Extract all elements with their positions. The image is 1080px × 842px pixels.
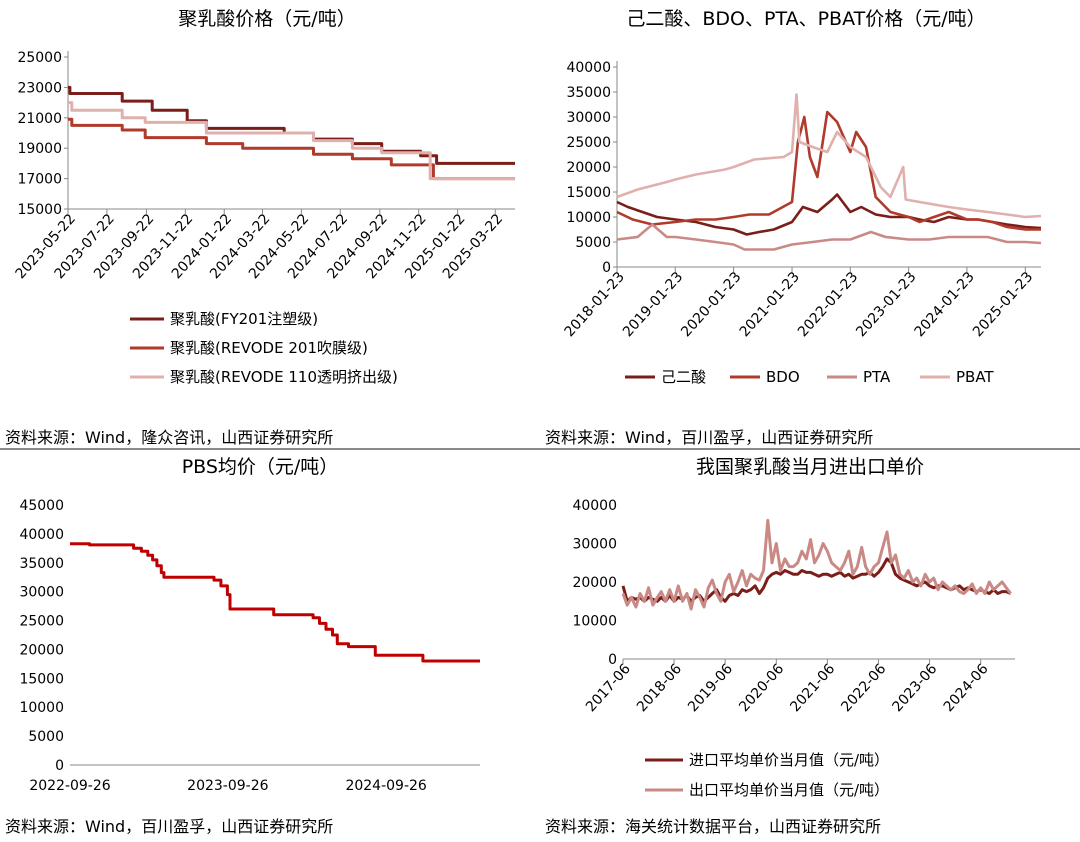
chart-title: 聚乳酸价格（元/吨） xyxy=(178,8,355,30)
y-tick-label: 0 xyxy=(608,652,617,668)
series-line-1 xyxy=(616,193,1042,236)
y-tick-label: 30000 xyxy=(19,585,64,601)
y-tick-label: 25000 xyxy=(19,614,64,630)
y-tick-label: 40000 xyxy=(572,498,617,514)
y-tick-label: 15000 xyxy=(566,185,611,201)
legend: 进口平均单价当月值（元/吨） 出口平均单价当月值（元/吨） xyxy=(645,751,889,799)
legend-label: 进口平均单价当月值（元/吨） xyxy=(689,751,889,769)
legend-label: 聚乳酸(REVODE 201吹膜级) xyxy=(170,339,368,357)
series-line-3 xyxy=(68,101,515,181)
y-tick-label: 5000 xyxy=(575,235,611,251)
series-line-3 xyxy=(616,223,1042,251)
series-line-1 xyxy=(70,542,480,663)
y-tick-label: 17000 xyxy=(17,172,62,188)
y-tick-label: 25000 xyxy=(566,135,611,151)
legend-label: 聚乳酸(REVODE 110透明挤出级) xyxy=(170,368,398,386)
source-note: 资料来源：Wind，隆众咨讯，山西证券研究所 xyxy=(5,428,333,447)
x-tick-label: 2019-01-23 xyxy=(620,269,686,340)
x-tick-label: 2025-01-23 xyxy=(970,269,1036,340)
chart-title: PBS均价（元/吨） xyxy=(182,456,339,478)
legend-label: PBAT xyxy=(956,368,994,386)
chart-title: 我国聚乳酸当月进出口单价 xyxy=(696,456,924,478)
y-tick-label: 30000 xyxy=(566,110,611,126)
chart-1: 聚乳酸价格（元/吨） 15000 17000 19000 21000 23000 25000… xyxy=(5,8,515,447)
series-line-2 xyxy=(621,518,1012,611)
y-tick-label: 5000 xyxy=(28,729,64,745)
x-tick-label: 2020-06 xyxy=(736,661,787,715)
y-tick-label: 35000 xyxy=(566,85,611,101)
series-line-4 xyxy=(616,93,1042,219)
x-tick-label: 2022-06 xyxy=(838,661,889,715)
chart-title: 己二酸、BDO、PTA、PBAT价格（元/吨） xyxy=(626,8,985,30)
y-tick-label: 10000 xyxy=(566,210,611,226)
legend: 聚乳酸(FY201注塑级) 聚乳酸(REVODE 201吹膜级) 聚乳酸(REVOD… xyxy=(130,310,398,386)
y-tick-label: 19000 xyxy=(17,141,62,157)
y-tick-label: 15000 xyxy=(17,202,62,218)
x-tick-label: 2021-01-23 xyxy=(737,269,803,340)
x-tick-label: 2023-06 xyxy=(889,661,940,715)
x-tick-label: 2024-09-26 xyxy=(345,778,426,794)
x-tick-label: 2024-01-23 xyxy=(912,269,978,340)
legend-label: 聚乳酸(FY201注塑级) xyxy=(170,310,318,328)
legend-label: 出口平均单价当月值（元/吨） xyxy=(689,781,889,799)
y-tick-label: 20000 xyxy=(19,642,64,658)
source-note: 资料来源：Wind，百川盈孚，山西证券研究所 xyxy=(545,428,873,447)
y-tick-label: 20000 xyxy=(566,160,611,176)
y-tick-label: 15000 xyxy=(19,671,64,687)
x-tick-label: 2023-09-26 xyxy=(187,778,268,794)
x-tick-label: 2020-01-23 xyxy=(678,269,744,340)
x-tick-label: 2018-06 xyxy=(634,661,685,715)
y-tick-label: 20000 xyxy=(572,575,617,591)
y-tick-label: 21000 xyxy=(17,111,62,127)
y-tick-label: 25000 xyxy=(17,50,62,66)
y-tick-label: 0 xyxy=(602,260,611,276)
legend-label: 己二酸 xyxy=(661,368,706,386)
x-tick-label: 2024-06 xyxy=(941,661,992,715)
source-note: 资料来源：Wind，百川盈孚，山西证券研究所 xyxy=(5,817,333,836)
chart-3: PBS均价（元/吨） 0 5000 10000 15000 20000 25000 30000… xyxy=(5,456,480,836)
series-line-1 xyxy=(68,85,515,165)
y-tick-label: 35000 xyxy=(19,556,64,572)
legend-label: PTA xyxy=(863,368,891,386)
y-tick-label: 40000 xyxy=(566,60,611,76)
chart-2: 己二酸、BDO、PTA、PBAT价格（元/吨） 0 5000 10000 15000 20… xyxy=(545,8,1042,447)
chart-4: 我国聚乳酸当月进出口单价 0 10000 20000 30000 40000 2017-06… xyxy=(545,456,1015,836)
y-tick-label: 30000 xyxy=(572,537,617,553)
x-tick-label: 2018-01-23 xyxy=(562,269,628,340)
x-tick-label: 2022-09-26 xyxy=(29,778,110,794)
legend-label: BDO xyxy=(766,368,800,386)
x-tick-label: 2021-06 xyxy=(787,661,838,715)
y-tick-label: 10000 xyxy=(19,700,64,716)
x-tick-label: 2023-01-23 xyxy=(853,269,919,340)
y-tick-label: 0 xyxy=(55,758,64,774)
series-line-2 xyxy=(68,117,515,181)
x-tick-label: 2022-01-23 xyxy=(795,269,861,340)
y-tick-label: 45000 xyxy=(19,498,64,514)
y-tick-label: 23000 xyxy=(17,80,62,96)
source-note: 资料来源：海关统计数据平台，山西证券研究所 xyxy=(545,817,881,836)
x-tick-label: 2017-06 xyxy=(583,661,634,715)
x-tick-label: 2019-06 xyxy=(685,661,736,715)
series-line-2 xyxy=(616,110,1041,231)
y-tick-label: 40000 xyxy=(19,527,64,543)
legend: 己二酸 BDO PTA PBAT xyxy=(625,368,994,386)
y-tick-label: 10000 xyxy=(572,614,617,630)
